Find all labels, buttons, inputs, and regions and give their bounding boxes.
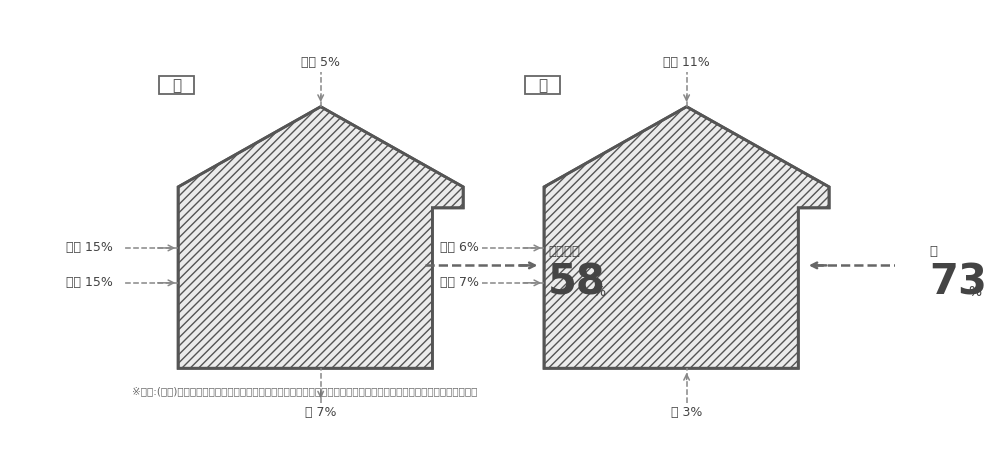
- Text: 床 3%: 床 3%: [671, 406, 703, 419]
- Text: 58: 58: [548, 262, 605, 304]
- Text: 換気 15%: 換気 15%: [66, 241, 112, 255]
- FancyBboxPatch shape: [525, 77, 561, 95]
- Text: 73: 73: [929, 262, 987, 304]
- Text: 床 7%: 床 7%: [305, 406, 336, 419]
- Polygon shape: [178, 107, 463, 368]
- Text: %: %: [592, 284, 605, 299]
- Text: 外壁 7%: 外壁 7%: [439, 276, 479, 289]
- FancyBboxPatch shape: [159, 77, 195, 95]
- Text: 冬: 冬: [172, 78, 181, 93]
- Text: 屋根 5%: 屋根 5%: [301, 56, 340, 69]
- Text: 夏: 夏: [538, 78, 547, 93]
- Text: 換気 6%: 換気 6%: [439, 241, 479, 255]
- Polygon shape: [544, 107, 829, 368]
- Text: ※参考:(一社)日本建材・住宅設備産業業協会省エネルギー建材普及促進センター「省エネ建材で、快適な家、健康な家」: ※参考:(一社)日本建材・住宅設備産業業協会省エネルギー建材普及促進センター「省…: [132, 386, 477, 396]
- Text: %: %: [968, 284, 981, 299]
- Text: 屋根 11%: 屋根 11%: [663, 56, 710, 69]
- Text: 窓: 窓: [929, 245, 937, 258]
- Text: 窓・ドア: 窓・ドア: [548, 245, 580, 258]
- Text: 外壁 15%: 外壁 15%: [66, 276, 112, 289]
